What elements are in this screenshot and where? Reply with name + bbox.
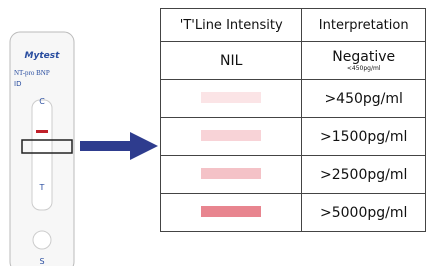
row: NIL Negative<450pg/ml <box>161 42 426 80</box>
row: >5000pg/ml <box>161 194 426 232</box>
interpretation: >5000pg/ml <box>320 205 407 221</box>
interpretation: Negative <box>332 49 395 65</box>
note: <450pg/ml <box>302 65 425 72</box>
cassette-graphic: Mytest NT-pro BNP ID C T S <box>0 0 160 266</box>
interpretation-cell: >2500pg/ml <box>302 156 426 194</box>
interpretation-cell: >5000pg/ml <box>302 194 426 232</box>
page: Mytest NT-pro BNP ID C T S 'T'Line Inten… <box>0 0 434 266</box>
t-label: T <box>39 183 45 192</box>
swatch <box>201 168 261 179</box>
product: NT-pro BNP <box>14 69 50 77</box>
interpretation: >1500pg/ml <box>320 129 407 145</box>
intensity-cell: NIL <box>161 42 302 80</box>
result-window <box>32 100 52 210</box>
header: Interpretation <box>302 9 426 42</box>
intensity-cell <box>161 194 302 232</box>
sample-well <box>33 231 51 249</box>
row: >450pg/ml <box>161 80 426 118</box>
interpretation-cell: >450pg/ml <box>302 80 426 118</box>
header-row: 'T'Line Intensity Interpretation <box>161 9 426 42</box>
swatch <box>201 92 261 103</box>
interpretation-cell: >1500pg/ml <box>302 118 426 156</box>
interpretation-table: 'T'Line Intensity Interpretation NIL Nega… <box>160 8 426 232</box>
c-label: C <box>39 97 45 106</box>
intensity-cell <box>161 156 302 194</box>
interpretation-cell: Negative<450pg/ml <box>302 42 426 80</box>
header: 'T'Line Intensity <box>161 9 302 42</box>
id-label: ID <box>14 80 21 88</box>
intensity-cell <box>161 80 302 118</box>
intensity: NIL <box>220 53 242 69</box>
swatch <box>201 206 261 217</box>
control-line <box>36 130 48 133</box>
interpretation: >2500pg/ml <box>320 167 407 183</box>
row: >1500pg/ml <box>161 118 426 156</box>
rows: NIL Negative<450pg/ml >450pg/ml >1500pg/ml >… <box>161 42 426 232</box>
swatch <box>201 130 261 141</box>
logo: Mytest <box>25 51 61 61</box>
interpretation: >450pg/ml <box>324 91 402 107</box>
row: >2500pg/ml <box>161 156 426 194</box>
arrow <box>80 132 158 160</box>
s-label: S <box>39 257 44 266</box>
intensity-cell <box>161 118 302 156</box>
